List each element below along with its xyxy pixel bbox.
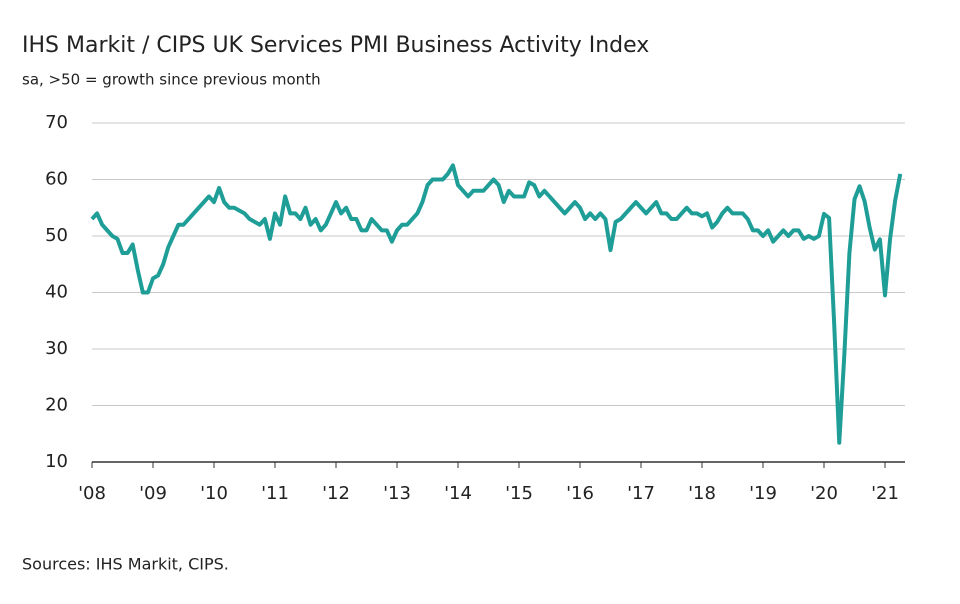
y-tick-label: 50 <box>45 225 68 246</box>
x-tick-label: '11 <box>261 483 289 504</box>
x-tick-label: '18 <box>688 483 716 504</box>
y-tick-label: 20 <box>45 395 68 416</box>
x-tick-label: '17 <box>627 483 655 504</box>
x-tick-label: '19 <box>749 483 777 504</box>
x-tick-label: '20 <box>810 483 838 504</box>
x-tick-label: '15 <box>505 483 533 504</box>
y-tick-label: 60 <box>45 169 68 190</box>
source-note: Sources: IHS Markit, CIPS. <box>22 555 229 574</box>
x-tick-label: '13 <box>383 483 411 504</box>
series-line <box>90 163 903 445</box>
chart-title: IHS Markit / CIPS UK Services PMI Busine… <box>22 33 649 58</box>
y-tick-label: 40 <box>45 282 68 303</box>
x-tick-label: '21 <box>871 483 899 504</box>
x-tick-label: '12 <box>322 483 350 504</box>
x-tick-label: '08 <box>78 483 106 504</box>
x-tick-label: '09 <box>139 483 167 504</box>
y-tick-label: 70 <box>45 112 68 133</box>
y-tick-label: 30 <box>45 338 68 359</box>
x-tick-label: '14 <box>444 483 472 504</box>
x-tick-label: '16 <box>566 483 594 504</box>
x-tick-label: '10 <box>200 483 228 504</box>
y-tick-label: 10 <box>45 451 68 472</box>
chart-subtitle: sa, >50 = growth since previous month <box>22 71 321 89</box>
